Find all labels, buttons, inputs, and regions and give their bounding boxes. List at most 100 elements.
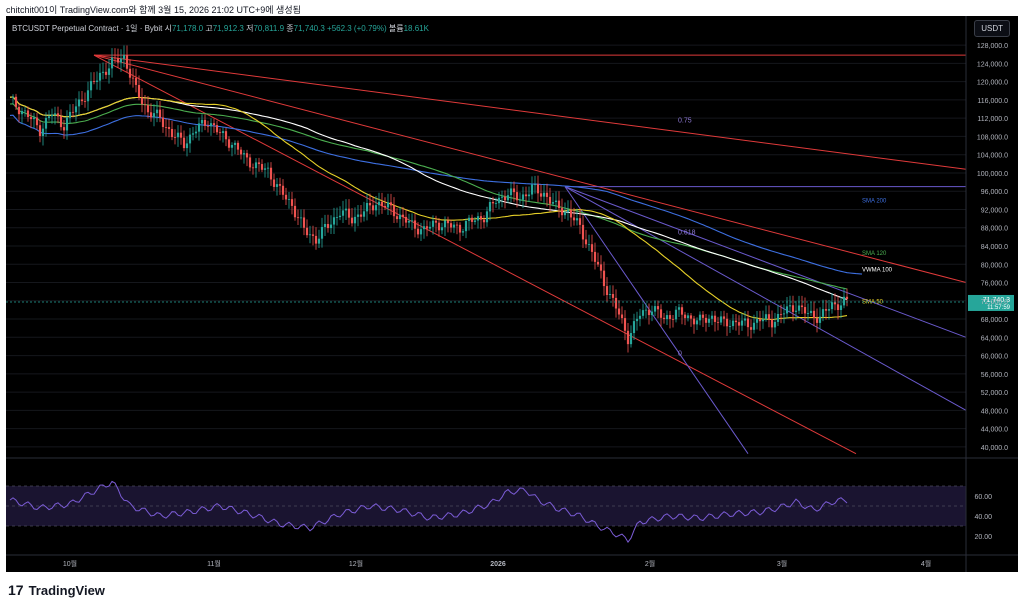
candle-body [551, 202, 555, 204]
candle-body [542, 192, 546, 197]
candle-body [728, 326, 732, 327]
candle-body [440, 227, 444, 231]
ma-label: SMA 120 [862, 251, 887, 257]
candle-body [65, 117, 69, 131]
candle-body [764, 314, 768, 320]
candle-body [353, 216, 357, 224]
candle-body [374, 205, 378, 211]
time-tick-label: 12월 [349, 559, 363, 568]
candle-body [203, 119, 207, 126]
price-chart[interactable]: 0.75 0.618 0 SMA 200 SMA 120 VWMA 100 SMA 50 71… [6, 16, 1018, 572]
candle-body [41, 128, 45, 137]
candle-body [629, 333, 633, 345]
candle-body [800, 305, 804, 308]
candle-body [641, 310, 645, 316]
change-value: +562.3 (+0.79%) [327, 24, 387, 33]
symbol-legend: BTCUSDT Perpetual Contract · 1일 · Bybit … [12, 23, 429, 34]
candle-body [809, 310, 813, 314]
candle-body [38, 125, 42, 137]
candle-body [113, 57, 117, 59]
open-label: 시 [164, 24, 172, 33]
price-tick-label: 40,000.0 [981, 445, 1008, 452]
candle-body [176, 132, 180, 138]
candle-body [710, 315, 714, 319]
candle-body [719, 316, 723, 323]
chart-frame[interactable]: 0.75 0.618 0 SMA 200 SMA 120 VWMA 100 SMA 50 71… [6, 16, 1018, 572]
candle-body [398, 214, 402, 220]
candle-body [173, 137, 177, 138]
candle-body [821, 309, 825, 317]
candle-body [344, 208, 348, 211]
candle-body [554, 200, 558, 203]
tradingview-brand[interactable]: 17 TradingView [8, 582, 105, 598]
candle-body [656, 306, 660, 310]
ma-label: SMA 200 [862, 198, 887, 204]
candle-body [224, 131, 228, 140]
candle-body [416, 228, 420, 235]
candle-body [572, 217, 576, 221]
candle-body [323, 224, 327, 227]
candle-body [368, 202, 372, 206]
candle-body [590, 244, 594, 252]
candle-body [56, 113, 60, 117]
candle-body [86, 90, 90, 102]
price-axis[interactable]: 128,000.0 124,000.0 120,000.0 116,000.0 112,… [965, 16, 1008, 572]
candle-body [272, 179, 276, 187]
ma-label: SMA 50 [862, 300, 884, 306]
fan-lines [93, 54, 967, 455]
price-tick-label: 84,000.0 [981, 244, 1008, 251]
candle-body [362, 211, 366, 217]
candle-body [314, 235, 318, 244]
candle-body [383, 205, 387, 208]
candle-body [734, 320, 738, 323]
candle-body [461, 231, 465, 233]
high-label: 고 [205, 24, 213, 33]
candle-body [602, 270, 606, 287]
candle-body [668, 315, 672, 319]
candle-body [494, 203, 498, 204]
candle-body [335, 217, 339, 218]
candle-body [245, 153, 249, 158]
price-tick-label: 44,000.0 [981, 427, 1008, 434]
candle-body [377, 201, 381, 206]
candle-body [749, 327, 753, 330]
candle-body [401, 214, 405, 217]
candle-body [674, 309, 678, 320]
candle-body [188, 134, 192, 144]
candle-body [59, 116, 63, 128]
candle-body [437, 222, 441, 231]
price-tick-label: 96,000.0 [981, 189, 1008, 196]
rsi-line [9, 480, 848, 544]
fib-label: 0.75 [678, 118, 692, 125]
currency-button[interactable]: USDT [974, 20, 1010, 37]
candle-body [770, 319, 774, 328]
candle-body [275, 184, 279, 187]
candle-body [17, 106, 21, 115]
candle-body [455, 224, 459, 226]
candle-body [470, 217, 474, 222]
candle-body [419, 229, 423, 235]
candle-body [521, 194, 525, 200]
time-axis[interactable]: 10월 11월 12월 2026 2월 3월 4월 [6, 554, 1018, 568]
candle-body [650, 311, 654, 316]
candle-body [122, 55, 126, 59]
candle-body [29, 117, 33, 120]
candle-body [689, 315, 693, 319]
time-tick-label: 2026 [490, 561, 506, 568]
candle-body [11, 96, 15, 98]
candle-body [761, 319, 765, 322]
candle-body [716, 321, 720, 323]
candle-body [797, 305, 801, 311]
candle-body [830, 302, 834, 310]
price-tick-label: 60,000.0 [981, 354, 1008, 361]
candle-body [845, 296, 849, 299]
candle-body [791, 305, 795, 312]
candle-body [206, 125, 210, 127]
time-tick-label: 2월 [645, 559, 655, 568]
candle-body [233, 142, 237, 145]
candle-body [338, 215, 342, 218]
candle-body [281, 185, 285, 195]
candle-body [839, 305, 843, 311]
candle-body [575, 218, 579, 221]
candle-body [497, 197, 501, 204]
